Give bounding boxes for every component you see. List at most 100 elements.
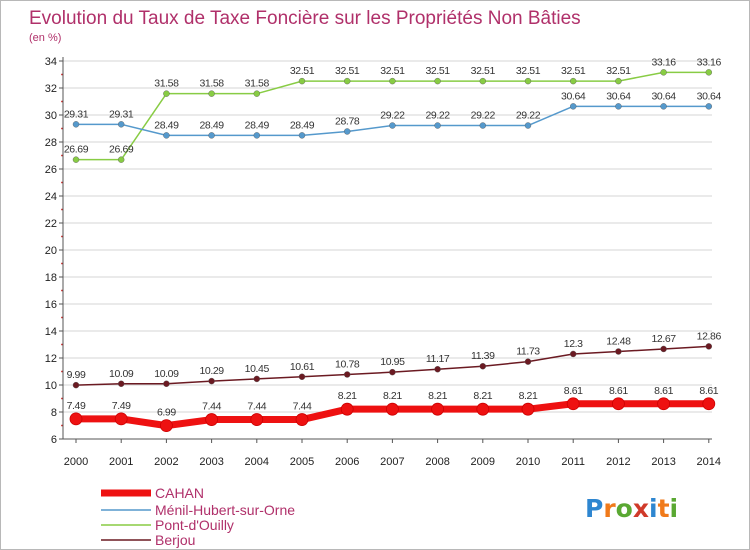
data-label-m-nil-hubert-sur-orne-2000: 29.31 [64,108,89,120]
data-label-berjou-2010: 11.73 [516,346,540,358]
data-label-berjou-2002: 10.09 [154,368,179,380]
data-label-pont-d-ouilly-2000: 26.69 [64,144,89,156]
y-tick-label-22: 22 [45,218,57,230]
data-label-berjou-2006: 10.78 [335,358,360,370]
x-tick-label-2001: 2001 [109,456,133,468]
legend-label-m-nil-hubert-sur-orne: Ménil-Hubert-sur-Orne [155,502,295,518]
data-label-cahan-2009: 8.21 [473,390,492,402]
point-cahan-2011 [566,397,580,411]
point-pont-d-ouilly-2009 [479,77,486,85]
data-label-m-nil-hubert-sur-orne-2004: 28.49 [245,119,270,131]
data-label-berjou-2009: 11.39 [471,350,495,362]
point-m-nil-hubert-sur-orne-2012 [615,103,622,110]
data-label-berjou-2000: 9.99 [67,369,86,381]
y-tick-label-28: 28 [45,137,57,149]
logo-letter: t [658,494,670,523]
data-label-m-nil-hubert-sur-orne-2009: 29.22 [471,110,496,122]
data-label-berjou-2005: 10.61 [290,361,315,373]
point-berjou-2013 [660,345,667,353]
point-cahan-2001 [114,412,128,426]
point-berjou-2011 [570,350,577,358]
legend-label-cahan: CAHAN [155,485,204,501]
logo-letter: i [649,494,658,523]
data-label-pont-d-ouilly-2003: 31.58 [199,78,224,90]
axes: 6 8 10 12 14 16 18 20 22 24 26 28 30 32 34 2000 2001 2002… [45,56,721,468]
data-label-pont-d-ouilly-2012: 32.51 [606,65,631,77]
data-label-m-nil-hubert-sur-orne-2002: 28.49 [154,119,179,131]
y-tick-label-34: 34 [45,56,57,68]
data-label-pont-d-ouilly-2001: 26.69 [109,144,134,156]
chart-title: Evolution du Taux de Taxe Foncière sur l… [29,8,581,29]
data-label-pont-d-ouilly-2005: 32.51 [290,65,315,77]
point-m-nil-hubert-sur-orne-2006 [344,128,351,135]
point-pont-d-ouilly-2000 [72,156,80,163]
point-pont-d-ouilly-2005 [298,77,306,85]
x-tick-label-2005: 2005 [290,456,314,468]
point-m-nil-hubert-sur-orne-2001 [117,121,125,128]
point-pont-d-ouilly-2010 [524,77,532,85]
y-tick-label-14: 14 [45,326,57,338]
data-label-m-nil-hubert-sur-orne-2008: 29.22 [425,110,450,122]
data-label-berjou-2013: 12.67 [651,333,676,345]
x-tick-label-2009: 2009 [471,456,495,468]
data-label-cahan-2010: 8.21 [519,390,538,402]
point-m-nil-hubert-sur-orne-2004 [253,132,261,139]
point-berjou-2006 [344,371,351,378]
point-berjou-2000 [72,381,80,389]
point-pont-d-ouilly-2001 [117,156,125,163]
data-label-m-nil-hubert-sur-orne-2001: 29.31 [109,108,134,120]
x-tick-label-2012: 2012 [606,456,630,468]
data-label-cahan-2006: 8.21 [338,390,357,402]
y-minor-tick [61,100,63,103]
point-pont-d-ouilly-2003 [208,90,215,97]
data-label-cahan-2014: 8.61 [699,385,718,397]
data-label-cahan-2005: 7.44 [293,401,312,413]
data-label-pont-d-ouilly-2014: 33.16 [697,56,722,68]
y-minor-tick [61,208,63,211]
point-berjou-2014 [705,343,712,350]
point-cahan-2004 [250,413,264,426]
data-label-cahan-2000: 7.49 [67,400,86,412]
data-label-pont-d-ouilly-2013: 33.16 [651,56,676,68]
point-cahan-2008 [431,402,445,416]
point-pont-d-ouilly-2012 [615,77,622,85]
data-label-pont-d-ouilly-2009: 32.51 [471,65,496,77]
data-label-berjou-2003: 10.29 [199,365,224,377]
data-label-m-nil-hubert-sur-orne-2003: 28.49 [199,119,224,131]
data-label-pont-d-ouilly-2010: 32.51 [516,65,541,77]
x-tick-label-2003: 2003 [199,456,223,468]
point-m-nil-hubert-sur-orne-2000 [72,121,80,128]
x-tick-label-2006: 2006 [335,456,359,468]
y-tick-label-32: 32 [45,83,57,95]
data-label-pont-d-ouilly-2004: 31.58 [245,78,270,90]
y-unit-label: (en %) [29,32,61,44]
data-label-m-nil-hubert-sur-orne-2010: 29.22 [516,110,541,122]
data-label-cahan-2004: 7.44 [247,401,266,413]
y-minor-tick [61,370,63,373]
data-label-cahan-2007: 8.21 [383,390,402,402]
data-label-berjou-2001: 10.09 [109,368,134,380]
y-minor-tick [61,181,63,184]
point-cahan-2009 [476,402,490,416]
point-m-nil-hubert-sur-orne-2013 [660,103,667,110]
y-tick-label-12: 12 [45,353,57,365]
data-label-cahan-2002: 6.99 [157,407,176,419]
proxiti-logo: Proxiti [585,494,678,523]
point-berjou-2001 [117,380,125,387]
y-minor-tick [61,154,63,157]
x-tick-label-2007: 2007 [380,456,404,468]
y-tick-label-26: 26 [45,164,57,176]
data-label-pont-d-ouilly-2006: 32.51 [335,65,360,77]
point-pont-d-ouilly-2013 [660,69,667,76]
data-label-pont-d-ouilly-2002: 31.58 [154,78,179,90]
logo-letter: P [585,494,603,523]
point-pont-d-ouilly-2002 [163,90,170,97]
point-pont-d-ouilly-2006 [344,77,351,85]
point-pont-d-ouilly-2014 [705,69,712,76]
data-label-cahan-2003: 7.44 [202,401,221,413]
data-label-m-nil-hubert-sur-orne-2012: 30.64 [606,90,631,102]
point-cahan-2003 [205,413,219,426]
point-berjou-2002 [163,380,170,387]
point-cahan-2002 [159,419,173,433]
point-m-nil-hubert-sur-orne-2005 [298,132,306,139]
